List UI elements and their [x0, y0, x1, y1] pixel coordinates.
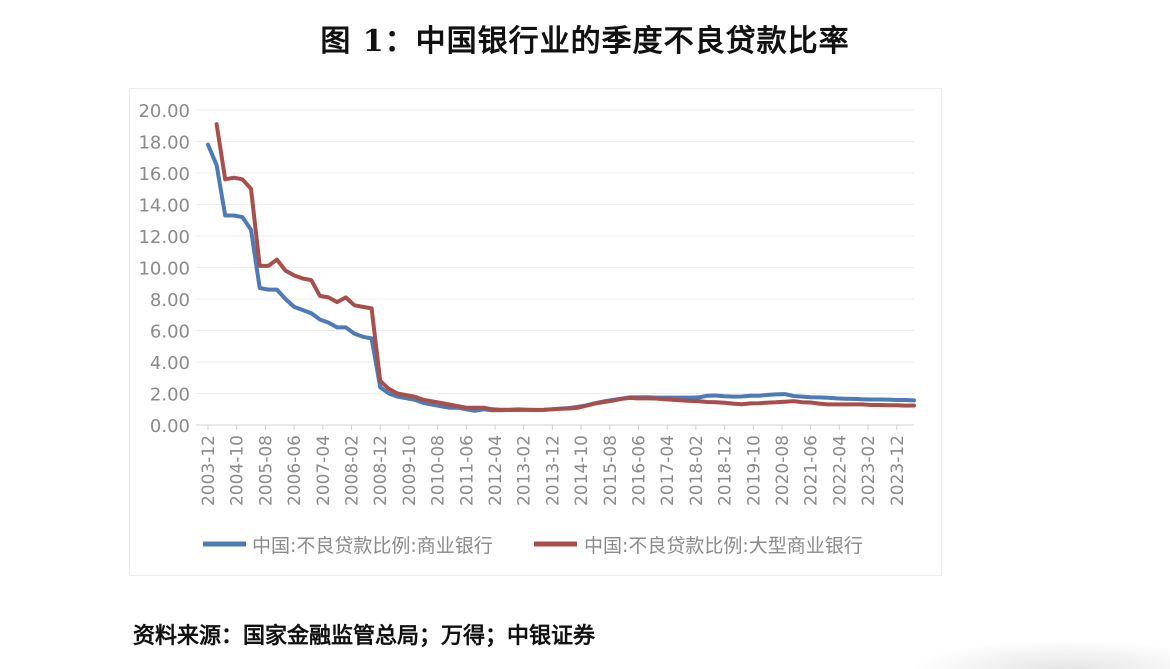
x-tick-label: 2010-08 [429, 435, 449, 506]
x-tick-label: 2020-08 [773, 435, 793, 506]
x-tick-label: 2015-08 [601, 435, 621, 506]
chart-frame [129, 88, 942, 576]
x-tick-label: 2005-08 [256, 435, 276, 506]
x-tick-label: 2023-02 [859, 435, 879, 506]
y-tick-label: 18.00 [138, 133, 190, 154]
x-tick-label: 2013-12 [543, 435, 563, 506]
x-tick-label: 2008-02 [342, 435, 362, 506]
figure-title: 图 1：中国银行业的季度不良贷款比率 [320, 24, 850, 59]
y-tick-label: 4.00 [150, 353, 190, 374]
x-tick-label: 2021-06 [802, 435, 822, 506]
x-tick-label: 2014-10 [572, 435, 592, 506]
x-tick-label: 2016-06 [629, 435, 649, 506]
x-tick-label: 2019-10 [744, 435, 764, 506]
x-axis-tick-labels: 2003-12 2004-10 2005-08 2006-06 2007-04 2008-… [199, 435, 908, 506]
series-line-commercial-banks [206, 142, 916, 413]
x-tick-label: 2008-12 [371, 435, 391, 506]
series-lines [206, 122, 916, 413]
x-tick-label: 2012-04 [486, 435, 506, 506]
x-tick-label: 2018-12 [716, 435, 736, 506]
x-tick-label: 2007-04 [314, 435, 334, 506]
y-tick-label: 10.00 [138, 259, 190, 280]
x-tick-label: 2003-12 [199, 435, 219, 506]
gridlines [196, 109, 914, 394]
y-tick-label: 2.00 [150, 385, 190, 406]
y-axis-tick-labels: 20.00 18.00 16.00 14.00 12.00 10.00 8.00 6.00 4.… [138, 101, 190, 437]
x-axis [196, 424, 914, 430]
y-tick-label: 12.00 [138, 227, 190, 248]
x-tick-label: 2017-04 [658, 435, 678, 506]
x-tick-label: 2013-02 [515, 435, 535, 506]
source-note: 资料来源：国家金融监管总局；万得；中银证券 [133, 623, 596, 649]
legend-label-commercial-banks: 中国:不良贷款比例:商业银行 [252, 535, 493, 557]
x-tick-label: 2023-12 [888, 435, 908, 506]
x-tick-label: 2004-10 [228, 435, 248, 506]
x-tick-label: 2018-02 [687, 435, 707, 506]
x-tick-label: 2011-06 [457, 435, 477, 506]
legend-label-large-commercial-banks: 中国:不良贷款比例:大型商业银行 [584, 535, 863, 557]
x-tick-label: 2022-04 [830, 435, 850, 506]
y-tick-label: 6.00 [150, 322, 190, 343]
x-tick-label: 2006-06 [285, 435, 305, 506]
x-tick-label: 2009-10 [400, 435, 420, 506]
y-tick-label: 14.00 [138, 196, 190, 217]
y-tick-label: 20.00 [138, 101, 190, 122]
y-tick-label: 16.00 [138, 164, 190, 185]
scan-shadow [910, 639, 1170, 669]
legend: 中国:不良贷款比例:商业银行 中国:不良贷款比例:大型商业银行 [203, 535, 863, 557]
y-tick-label: 0.00 [150, 416, 190, 437]
series-line-large-commercial-banks [214, 122, 916, 412]
y-tick-label: 8.00 [150, 290, 190, 311]
